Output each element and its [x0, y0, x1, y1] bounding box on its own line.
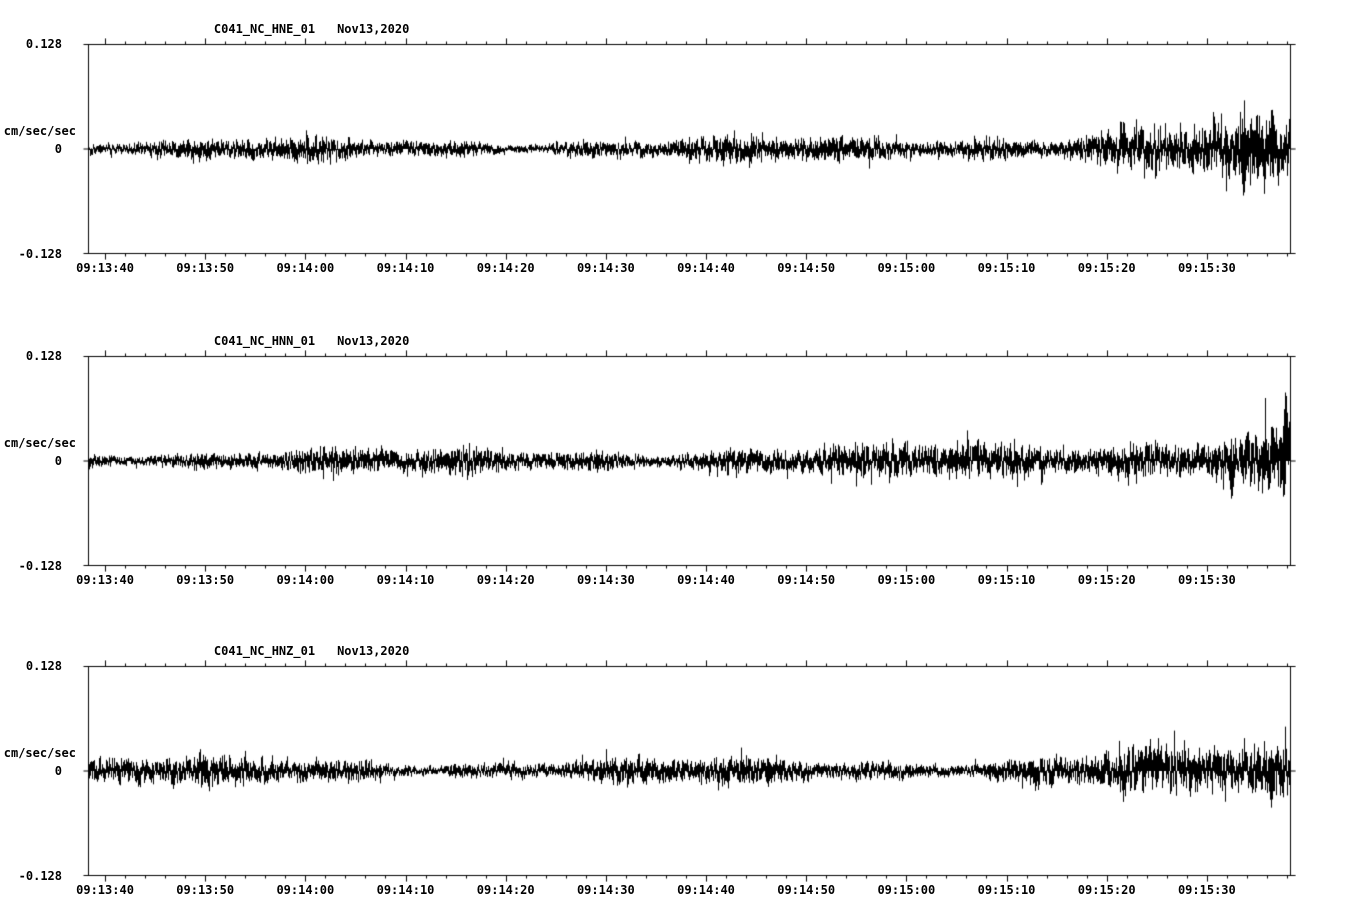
trace-date: Nov13,2020: [337, 334, 410, 348]
x-tick-label: 09:13:40: [76, 261, 134, 275]
x-tick-label: 09:14:10: [376, 883, 435, 897]
x-tick-label: 09:15:00: [877, 883, 936, 897]
x-tick-label: 09:15:20: [1077, 883, 1136, 897]
x-tick-label: 09:14:00: [276, 261, 335, 275]
station-id: C041_NC_HNE_01: [213, 22, 316, 36]
y-axis-zero-label: 0: [54, 454, 62, 468]
y-axis-max-label: 0.128: [25, 37, 62, 51]
x-tick-label: 09:13:50: [176, 261, 235, 275]
waveform-canvas-hnz: [82, 660, 1296, 882]
x-tick-label: 09:14:00: [276, 573, 335, 587]
x-tick-label: 09:13:50: [176, 883, 235, 897]
y-axis-max-label: 0.128: [25, 659, 62, 673]
x-tick-label: 09:14:30: [576, 261, 635, 275]
station-id: C041_NC_HNZ_01: [213, 644, 316, 658]
x-tick-label: 09:15:10: [977, 883, 1036, 897]
x-tick-label: 09:15:10: [977, 261, 1036, 275]
x-tick-label: 09:14:30: [576, 883, 635, 897]
x-tick-label: 09:14:10: [376, 573, 435, 587]
waveform-panel-hne: C041_NC_HNE_01 Nov13,2020 0.128 cm/sec/se…: [0, 0, 1358, 300]
x-tick-label: 09:14:00: [276, 883, 335, 897]
y-axis-min-label: -0.128: [18, 869, 62, 883]
y-axis-min-label: -0.128: [18, 247, 62, 261]
x-tick-label: 09:14:50: [777, 883, 836, 897]
x-axis-labels: 09:13:40 09:13:50 09:14:00 09:14:10 09:14:20…: [76, 261, 1290, 276]
x-tick-label: 09:15:20: [1077, 261, 1136, 275]
x-tick-label: 09:14:50: [777, 573, 836, 587]
y-axis-zero-label: 0: [54, 764, 62, 778]
waveform-panel-hnn: C041_NC_HNN_01 Nov13,2020 0.128 cm/sec/se…: [0, 312, 1358, 612]
x-tick-label: 09:14:50: [777, 261, 836, 275]
y-axis-unit-label: cm/sec/sec: [3, 436, 76, 450]
x-tick-label: 09:15:00: [877, 573, 936, 587]
y-axis-unit-label: cm/sec/sec: [3, 124, 76, 138]
x-tick-label: 09:14:40: [677, 573, 735, 587]
waveform-canvas-hne: [82, 38, 1296, 260]
x-tick-label: 09:14:20: [476, 883, 535, 897]
x-tick-label: 09:13:40: [76, 573, 134, 587]
trace-title: C041_NC_HNE_01 Nov13,2020: [185, 8, 409, 50]
x-tick-label: 09:13:40: [76, 883, 134, 897]
waveform-canvas-hnn: [82, 350, 1296, 572]
y-axis-zero-label: 0: [54, 142, 62, 156]
trace-title: C041_NC_HNZ_01 Nov13,2020: [185, 630, 409, 672]
x-tick-label: 09:15:00: [877, 261, 936, 275]
trace-date: Nov13,2020: [337, 644, 410, 658]
x-tick-label: 09:15:20: [1077, 573, 1136, 587]
x-tick-label: 09:15:30: [1177, 261, 1236, 275]
station-id: C041_NC_HNN_01: [213, 334, 316, 348]
trace-date: Nov13,2020: [337, 22, 410, 36]
x-tick-label: 09:14:30: [576, 573, 635, 587]
x-axis-labels: 09:13:40 09:13:50 09:14:00 09:14:10 09:14:20…: [76, 573, 1290, 588]
x-tick-label: 09:14:40: [677, 883, 735, 897]
x-tick-label: 09:14:20: [476, 261, 535, 275]
y-axis-min-label: -0.128: [18, 559, 62, 573]
x-tick-label: 09:14:10: [376, 261, 435, 275]
x-tick-label: 09:15:30: [1177, 883, 1236, 897]
x-tick-label: 09:15:30: [1177, 573, 1236, 587]
x-tick-label: 09:14:20: [476, 573, 535, 587]
x-tick-label: 09:15:10: [977, 573, 1036, 587]
x-tick-label: 09:13:50: [176, 573, 235, 587]
x-axis-labels: 09:13:40 09:13:50 09:14:00 09:14:10 09:14:20…: [76, 883, 1290, 898]
x-tick-label: 09:14:40: [677, 261, 735, 275]
y-axis-unit-label: cm/sec/sec: [3, 746, 76, 760]
waveform-panel-hnz: C041_NC_HNZ_01 Nov13,2020 0.128 cm/sec/se…: [0, 622, 1358, 922]
trace-title: C041_NC_HNN_01 Nov13,2020: [185, 320, 409, 362]
y-axis-max-label: 0.128: [25, 349, 62, 363]
